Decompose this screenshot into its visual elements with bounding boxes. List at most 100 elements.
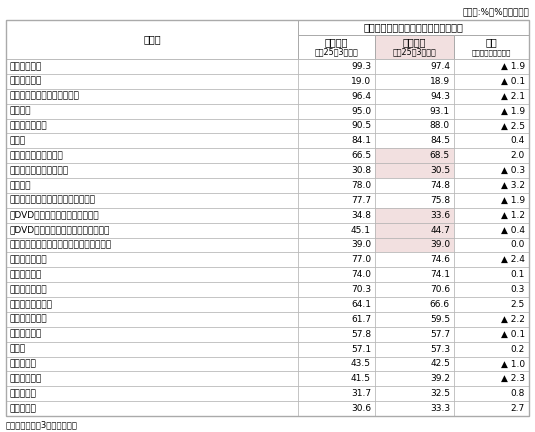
Bar [454,401,529,416]
Text: 薄型（液晶、プラズマ等）: 薄型（液晶、プラズマ等） [10,92,80,101]
Text: 0.1: 0.1 [510,270,525,279]
Bar [298,386,375,401]
Text: 2.5: 2.5 [511,300,525,309]
Text: 57.3: 57.3 [430,345,450,353]
Bar [375,163,454,178]
Bar [6,267,298,282]
Text: ▲ 0.4: ▲ 0.4 [501,226,525,235]
Text: ▲ 1.2: ▲ 1.2 [501,211,525,220]
Text: 84.1: 84.1 [351,137,371,145]
Bar [454,133,529,148]
Bar [298,133,375,148]
Text: 携帯電話: 携帯電話 [10,107,32,116]
Text: ルームエアコン: ルームエアコン [10,121,48,130]
Text: 食器洗い機: 食器洗い機 [10,404,37,413]
Text: 0.0: 0.0 [510,241,525,249]
Text: 74.6: 74.6 [430,255,450,264]
Bar [375,104,454,118]
Text: 18.9: 18.9 [430,77,450,86]
Bar [375,222,454,238]
Bar [454,89,529,104]
Bar [375,386,454,401]
Bar [298,282,375,297]
Text: ▲ 1.9: ▲ 1.9 [501,107,525,116]
Text: 30.8: 30.8 [351,166,371,175]
Bar [375,148,454,163]
Text: 試験調査: 試験調査 [403,37,426,47]
Bar [298,178,375,193]
Bar [454,386,529,401]
Text: 78.0: 78.0 [351,181,371,190]
Bar [298,252,375,267]
Bar [298,267,375,282]
Text: ▲ 0.3: ▲ 0.3 [501,166,525,175]
Text: DVDプレーヤー（再生専用機）: DVDプレーヤー（再生専用機） [10,211,100,220]
Text: 44.7: 44.7 [430,226,450,235]
Bar [375,401,454,416]
Bar [298,74,375,89]
Bar [298,118,375,133]
Bar [298,401,375,416]
Text: 96.4: 96.4 [351,92,371,101]
Text: ▲ 2.2: ▲ 2.2 [501,315,525,324]
Text: 30.6: 30.6 [351,404,371,413]
Text: 平成25年3月調査: 平成25年3月調査 [393,48,437,57]
Bar [375,267,454,282]
Bar [298,222,375,238]
Text: ブラウン管: ブラウン管 [10,77,42,86]
Bar [6,238,298,252]
Text: 64.1: 64.1 [351,300,371,309]
Bar [375,312,454,327]
Text: 77.0: 77.0 [351,255,371,264]
Text: 19.0: 19.0 [351,77,371,86]
Text: システムキッチン: システムキッチン [10,300,53,309]
Bar [6,297,298,312]
Text: 試験調査－訪問調査: 試験調査－訪問調査 [472,49,511,56]
Text: 平成25年3月調査: 平成25年3月調査 [315,48,358,57]
Bar [375,356,454,372]
Bar [298,148,375,163]
Bar [454,267,529,282]
Text: 33.3: 33.3 [430,404,450,413]
Text: 68.5: 68.5 [430,151,450,160]
Bar [298,163,375,178]
Text: 43.5: 43.5 [351,359,371,368]
Text: 温水洗浄便座: 温水洗浄便座 [10,270,42,279]
Text: 普及率（所有している世帯数の割合）: 普及率（所有している世帯数の割合） [364,22,463,32]
Bar [375,297,454,312]
Text: 74.8: 74.8 [430,181,450,190]
Text: ▲ 0.1: ▲ 0.1 [501,330,525,339]
Bar [298,356,375,372]
Text: 温水器: 温水器 [10,345,26,353]
Bar [6,208,298,222]
Bar [298,297,375,312]
Bar [454,118,529,133]
Bar [6,59,298,74]
Bar [454,372,529,386]
Text: 75.8: 75.8 [430,196,450,205]
Bar [375,59,454,74]
Bar [454,178,529,193]
Bar [375,208,454,222]
Text: 84.5: 84.5 [430,137,450,145]
Bar [454,74,529,89]
Text: 74.1: 74.1 [430,270,450,279]
Text: 77.7: 77.7 [351,196,371,205]
Text: 74.0: 74.0 [351,270,371,279]
Text: 88.0: 88.0 [430,121,450,130]
Text: 0.4: 0.4 [511,137,525,145]
Bar [6,327,298,342]
Text: 99.3: 99.3 [351,62,371,71]
Bar [6,178,298,193]
Bar [375,327,454,342]
Bar [6,356,298,372]
Bar [375,282,454,297]
Bar [375,372,454,386]
Text: 光ディスクプレーヤー・レコーダー: 光ディスクプレーヤー・レコーダー [10,196,96,205]
Bar [6,282,298,297]
Text: 32.5: 32.5 [430,389,450,398]
Text: ▲ 2.3: ▲ 2.3 [501,374,525,383]
Text: 45.1: 45.1 [351,226,371,235]
Text: 39.0: 39.0 [351,241,371,249]
Text: 0.2: 0.2 [511,345,525,353]
